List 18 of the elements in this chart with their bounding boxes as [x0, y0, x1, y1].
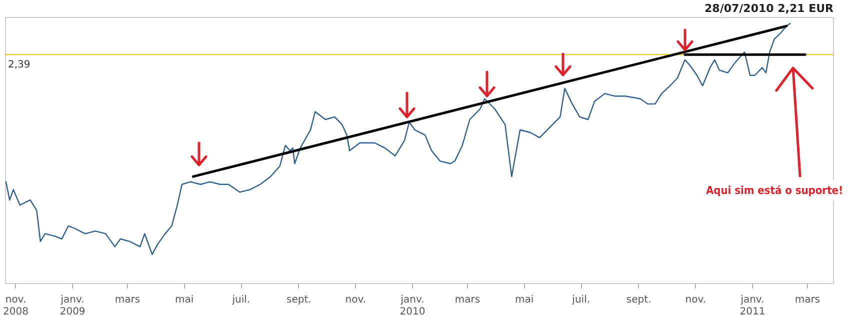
x-tick-label: sept.: [286, 294, 312, 306]
x-tick-label: janv. 2011: [740, 294, 766, 318]
annotation: 2,39: [8, 60, 30, 71]
x-tick-label: mars: [794, 294, 820, 306]
x-tick-label: juil.: [571, 294, 590, 306]
x-tick-label: janv. 2009: [60, 294, 86, 318]
annotation: Aqui sim está o suporte!: [700, 180, 850, 201]
x-tick-label: sept.: [626, 294, 652, 306]
x-tick-label: mai: [514, 294, 534, 306]
x-tick-label: juil.: [231, 294, 250, 306]
x-tick-label: mars: [114, 294, 140, 306]
x-tick-label: mai: [175, 294, 194, 306]
x-tick-label: nov. 2008: [3, 294, 28, 318]
x-tick-label: mars: [454, 294, 480, 306]
x-tick-label: janv. 2010: [400, 294, 426, 318]
x-tick-label: nov.: [685, 294, 706, 306]
chart-title: 28/07/2010 2,21 EUR: [704, 2, 834, 15]
x-tick-label: nov.: [345, 294, 366, 306]
